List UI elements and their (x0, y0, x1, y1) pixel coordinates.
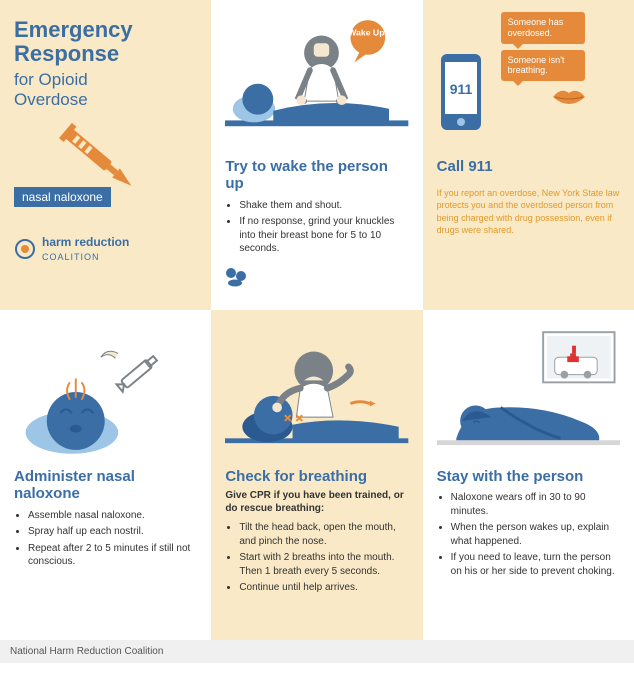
org-logo-icon (14, 238, 36, 260)
lips-icon (551, 87, 587, 109)
panel-call-911: 911 Someone has overdosed. Someone isn't… (423, 0, 634, 310)
naloxone-bullets: Assemble nasal naloxone. Spray half up e… (14, 509, 197, 569)
call911-note: If you report an overdose, New York Stat… (437, 187, 620, 236)
breathing-title: Check for breathing (225, 468, 408, 485)
panel-stay: Stay with the person Naloxone wears off … (423, 310, 634, 640)
bullet: Start with 2 breaths into the mouth. The… (239, 551, 408, 578)
speech-bubble-1: Someone has overdosed. (501, 12, 585, 44)
panel-breathing: Check for breathing Give CPR if you have… (211, 310, 422, 640)
bullet: Naloxone wears off in 30 to 90 minutes. (451, 491, 620, 518)
stay-title: Stay with the person (437, 468, 620, 485)
bullet: Continue until help arrives. (239, 581, 408, 595)
org-name: harm reduction COALITION (14, 235, 197, 263)
bullet: Assemble nasal naloxone. (28, 509, 197, 523)
wake-bullets: Shake them and shout. If no response, gr… (225, 199, 408, 256)
wake-bubble-text: Wake Up! (349, 28, 388, 38)
speech-bubble-2: Someone isn't breathing. (501, 50, 585, 82)
stay-illustration (437, 322, 620, 462)
naloxone-illustration (14, 322, 197, 462)
bullet: Repeat after 2 to 5 minutes if still not… (28, 542, 197, 569)
breathing-lead: Give CPR if you have been trained, or do… (225, 489, 408, 515)
syringe-icon (48, 112, 158, 212)
bullet: If no response, grind your knuckles into… (239, 215, 408, 256)
bullet: Tilt the head back, open the mouth, and … (239, 521, 408, 548)
org-rest: COALITION (42, 252, 100, 262)
breathing-bullets: Tilt the head back, open the mouth, and … (225, 521, 408, 595)
panel-naloxone: Administer nasal naloxone Assemble nasal… (0, 310, 211, 640)
pills-icon (225, 267, 251, 287)
org-bold: harm reduction (42, 235, 129, 249)
panel-title-card: Emergency Response for Opioid Overdose n… (0, 0, 211, 310)
call911-title: Call 911 (437, 158, 620, 175)
stay-bullets: Naloxone wears off in 30 to 90 minutes. … (437, 491, 620, 578)
wake-title: Try to wake the person up (225, 158, 408, 193)
bullet: Spray half up each nostril. (28, 525, 197, 539)
main-subtitle: for Opioid Overdose (14, 70, 197, 109)
wake-illustration: Wake Up! (225, 12, 408, 152)
bullet: Shake them and shout. (239, 199, 408, 213)
panel-wake-up: Wake Up! Try to wake the person up Shake… (211, 0, 422, 310)
breathing-illustration (225, 322, 408, 462)
infographic-grid: Emergency Response for Opioid Overdose n… (0, 0, 634, 640)
naloxone-title: Administer nasal naloxone (14, 468, 197, 503)
bullet: If you need to leave, turn the person on… (451, 551, 620, 578)
phone-icon: 911 (437, 52, 485, 132)
main-title: Emergency Response (14, 18, 197, 66)
image-credit: National Harm Reduction Coalition (0, 640, 634, 663)
bullet: When the person wakes up, explain what h… (451, 521, 620, 548)
phone-number: 911 (449, 81, 472, 97)
